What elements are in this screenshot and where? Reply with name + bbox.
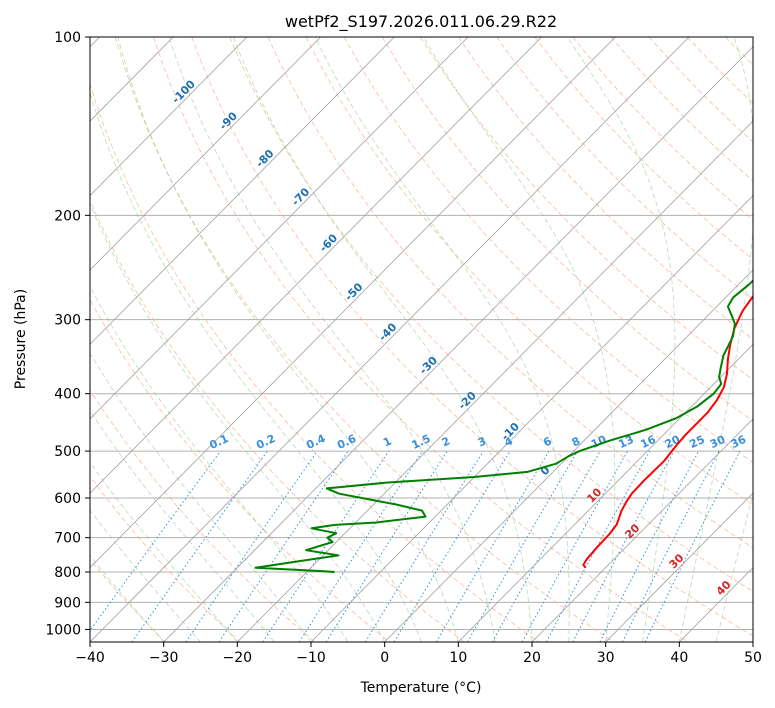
isotherm-line — [310, 194, 753, 642]
moist-adiabat-line — [232, 37, 533, 642]
y-tick-label: 700 — [54, 531, 81, 547]
mixing-ratio-line — [393, 450, 511, 642]
sounding-profiles — [254, 279, 753, 573]
dry-adiabat-line — [90, 199, 465, 642]
dry-adiabat-line — [153, 37, 689, 642]
x-axis-label: Temperature (°C) — [360, 680, 482, 696]
thermo-guide-lines — [90, 37, 753, 642]
dry-adiabat-line — [343, 37, 753, 463]
dry-adiabat-line — [114, 37, 614, 642]
y-tick-label: 600 — [54, 491, 81, 507]
moist-adiabat-line — [422, 37, 616, 642]
mixing-ratio-label: 25 — [687, 433, 706, 451]
chart-title: wetPf2_S197.2026.011.06.29.R22 — [285, 12, 557, 32]
dry-adiabat-line — [381, 37, 753, 422]
x-tick-label: 20 — [523, 650, 541, 666]
plot-frame — [89, 36, 754, 643]
mixing-ratio-line — [621, 450, 720, 642]
moist-adiabat-line — [678, 37, 753, 642]
pressure-gridlines — [90, 37, 753, 630]
mixing-ratio-label: 16 — [639, 433, 659, 451]
dry-adiabat-line — [90, 389, 315, 642]
isotherm-line — [90, 37, 616, 569]
mixing-ratio-line — [521, 450, 629, 642]
moist-adiabat-line — [566, 37, 676, 642]
moist-adiabat-line — [90, 203, 386, 642]
x-tick-label: −10 — [296, 650, 326, 666]
mixing-ratio-line — [298, 450, 423, 642]
y-tick-label: 100 — [54, 30, 81, 46]
mixing-ratio-label: 20 — [663, 433, 683, 451]
isotherm-line — [605, 492, 753, 642]
dewpoint-profile-line — [254, 279, 753, 573]
y-axis-ticks: 100 200 300 400 500 600 700 800 900 1000 — [45, 30, 90, 638]
isotherm-line — [90, 37, 395, 345]
moist-adiabat-line — [90, 285, 349, 642]
mixing-ratio-label: 36 — [729, 433, 749, 451]
mixing-ratio-line — [325, 450, 448, 642]
isotherm-line — [163, 46, 753, 642]
mixing-ratio-label: 30 — [708, 433, 728, 451]
y-tick-label: 400 — [54, 387, 81, 403]
mixing-ratio-line — [572, 450, 675, 642]
dry-adiabat-line — [458, 37, 753, 340]
moist-adiabat-line — [90, 410, 275, 642]
isotherm-line — [90, 37, 469, 420]
dry-adiabat-line — [496, 37, 753, 300]
y-tick-label: 300 — [54, 313, 81, 329]
y-axis-label: Pressure (hPa) — [13, 289, 29, 389]
isotherm-line — [90, 37, 248, 197]
mixing-ratio-line — [218, 450, 349, 642]
mixing-ratio-line — [364, 450, 484, 642]
x-tick-label: 30 — [597, 650, 615, 666]
y-tick-label: 1000 — [45, 622, 81, 638]
x-tick-label: 10 — [449, 650, 467, 666]
y-tick-label: 500 — [54, 444, 81, 460]
isotherm-line — [90, 37, 690, 642]
y-tick-label: 900 — [54, 595, 81, 611]
mixing-ratio-line — [262, 450, 390, 642]
moist-adiabat-line — [117, 37, 459, 642]
dry-adiabat-line — [191, 37, 753, 637]
mixing-ratio-line — [185, 450, 318, 642]
dry-adiabat-line — [90, 82, 540, 642]
x-tick-label: −30 — [149, 650, 179, 666]
mixing-ratio-line — [90, 450, 221, 632]
x-tick-label: 50 — [744, 650, 762, 666]
x-axis-ticks: −40 −30 −20 −10 0 10 20 30 40 50 — [75, 642, 762, 666]
moist-adiabat-line — [168, 37, 496, 642]
moist-adiabat-line — [314, 37, 570, 642]
x-tick-label: 40 — [670, 650, 688, 666]
isotherm-line — [458, 343, 753, 642]
y-tick-label: 800 — [54, 565, 81, 581]
x-tick-label: −40 — [75, 650, 105, 666]
mixing-ratio-line — [545, 450, 651, 642]
isotherm-lines — [90, 37, 753, 642]
dry-adiabat-line — [90, 475, 241, 642]
x-tick-label: −20 — [223, 650, 253, 666]
isotherm-line — [237, 120, 753, 642]
dry-adiabat-line — [420, 37, 753, 381]
moist-adiabat-line — [90, 461, 238, 642]
mixing-ratio-line — [644, 450, 741, 642]
dry-adiabat-line — [229, 37, 753, 592]
x-tick-label: 0 — [380, 650, 389, 666]
isotherm-line — [90, 37, 542, 494]
isotherm-line — [90, 37, 321, 271]
moist-adiabat-line — [715, 492, 753, 642]
isotherm-line — [531, 418, 753, 642]
isotherm-line — [384, 269, 753, 642]
dry-adiabat-line — [90, 559, 166, 642]
y-tick-label: 200 — [54, 208, 81, 224]
